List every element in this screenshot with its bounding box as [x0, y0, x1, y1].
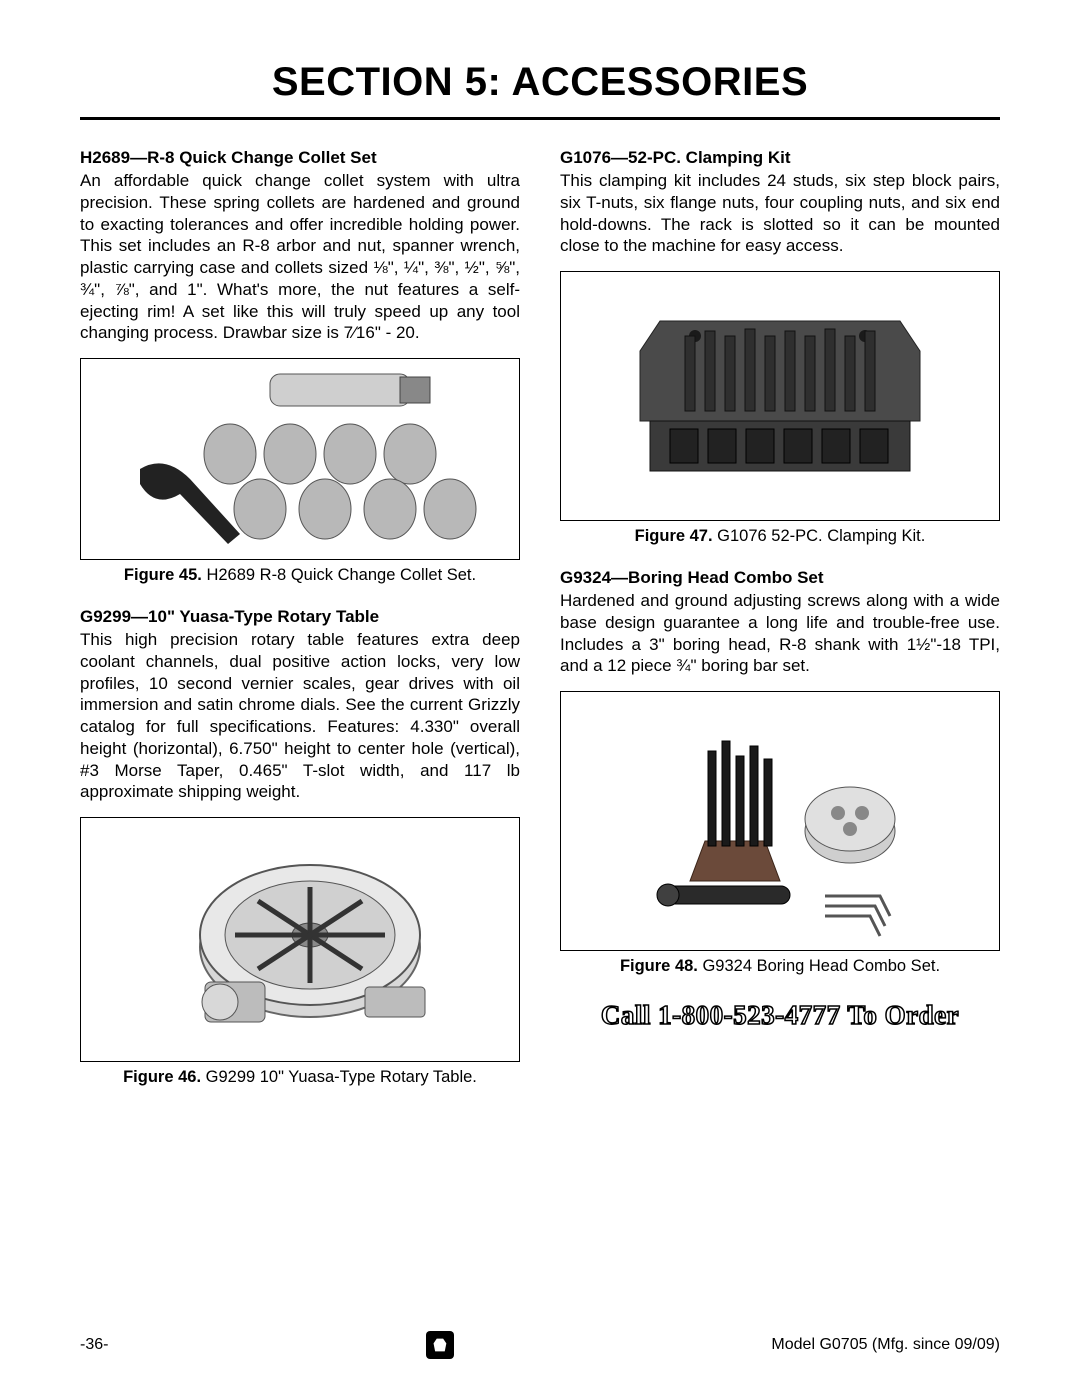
figure-text: H2689 R-8 Quick Change Collet Set. — [202, 566, 476, 584]
figure-text: G9299 10" Yuasa-Type Rotary Table. — [201, 1068, 477, 1086]
figure-label: Figure 47. — [635, 527, 713, 545]
product-heading: G9324—Boring Head Combo Set — [560, 568, 1000, 588]
figure-46-caption: Figure 46. G9299 10" Yuasa-Type Rotary T… — [80, 1068, 520, 1087]
product-block: G9299—10" Yuasa-Type Rotary Table This h… — [80, 607, 520, 1087]
clamping-kit-illustration — [590, 281, 970, 511]
boring-head-illustration — [590, 701, 970, 941]
collet-set-illustration — [110, 359, 490, 559]
product-description: This clamping kit includes 24 studs, six… — [560, 170, 1000, 257]
product-block: G9324—Boring Head Combo Set Hardened and… — [560, 568, 1000, 976]
content-columns: H2689—R-8 Quick Change Collet Set An aff… — [80, 148, 1000, 1109]
figure-48-image — [560, 691, 1000, 951]
figure-45-caption: Figure 45. H2689 R-8 Quick Change Collet… — [80, 566, 520, 585]
call-to-order-banner: Call 1-800-523-4777 To Order — [560, 1000, 1000, 1031]
product-block: G1076—52-PC. Clamping Kit This clamping … — [560, 148, 1000, 546]
figure-47-caption: Figure 47. G1076 52-PC. Clamping Kit. — [560, 527, 1000, 546]
product-block: H2689—R-8 Quick Change Collet Set An aff… — [80, 148, 520, 585]
figure-47-image — [560, 271, 1000, 521]
product-heading: G1076—52-PC. Clamping Kit — [560, 148, 1000, 168]
page-footer: -36- Model G0705 (Mfg. since 09/09) — [80, 1331, 1000, 1359]
product-description: An affordable quick change collet system… — [80, 170, 520, 344]
figure-46-image — [80, 817, 520, 1062]
right-column: G1076—52-PC. Clamping Kit This clamping … — [560, 148, 1000, 1109]
left-column: H2689—R-8 Quick Change Collet Set An aff… — [80, 148, 520, 1109]
section-divider — [80, 117, 1000, 120]
figure-label: Figure 46. — [123, 1068, 201, 1086]
figure-45-image — [80, 358, 520, 560]
grizzly-logo-icon — [426, 1331, 454, 1359]
product-heading: G9299—10" Yuasa-Type Rotary Table — [80, 607, 520, 627]
page-number: -36- — [80, 1336, 108, 1354]
figure-label: Figure 48. — [620, 957, 698, 975]
product-description: This high precision rotary table feature… — [80, 629, 520, 803]
rotary-table-illustration — [110, 827, 490, 1052]
figure-48-caption: Figure 48. G9324 Boring Head Combo Set. — [560, 957, 1000, 976]
product-heading: H2689—R-8 Quick Change Collet Set — [80, 148, 520, 168]
figure-label: Figure 45. — [124, 566, 202, 584]
figure-text: G9324 Boring Head Combo Set. — [698, 957, 940, 975]
product-description: Hardened and ground adjusting screws alo… — [560, 590, 1000, 677]
model-info: Model G0705 (Mfg. since 09/09) — [771, 1336, 1000, 1354]
section-title: SECTION 5: ACCESSORIES — [80, 60, 1000, 105]
figure-text: G1076 52-PC. Clamping Kit. — [713, 527, 926, 545]
